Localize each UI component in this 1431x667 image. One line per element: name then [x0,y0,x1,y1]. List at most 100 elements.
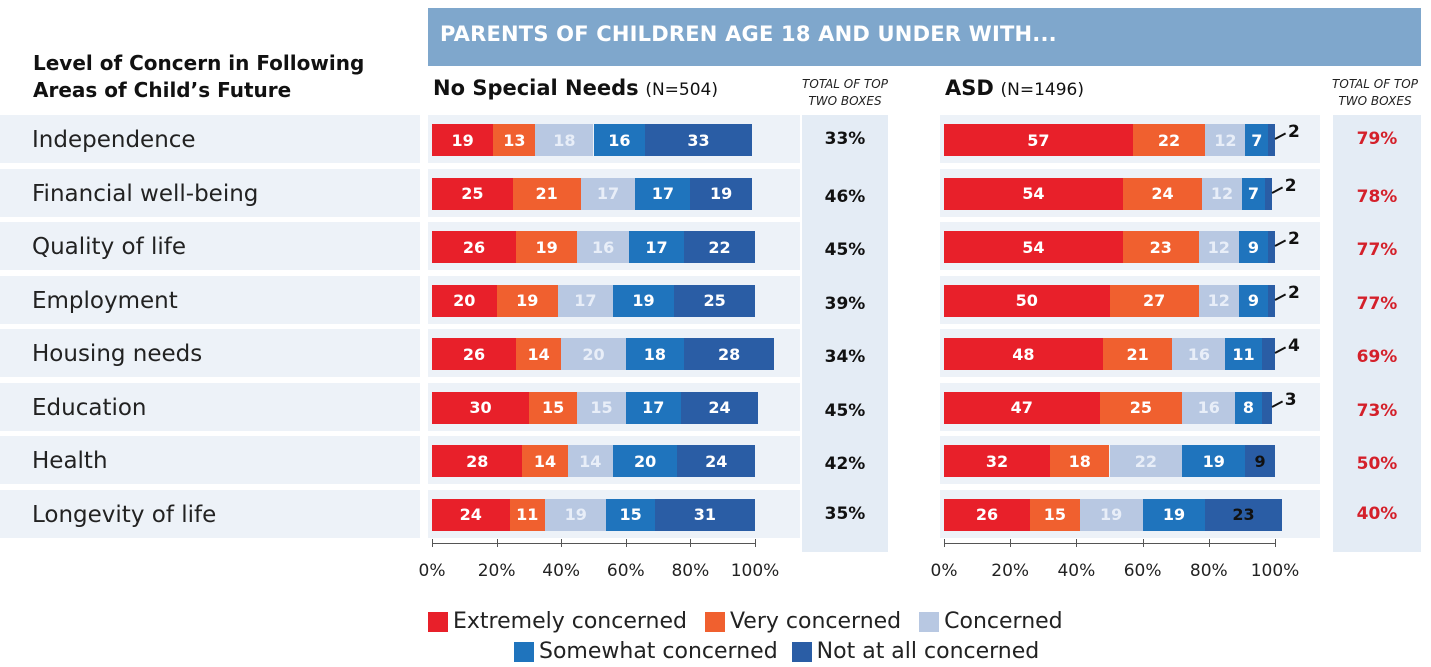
data-label: 22 [1157,130,1181,150]
x-tick-label: 100% [1250,561,1300,581]
data-label: 16 [592,237,615,257]
x-tick-label: 0% [930,561,958,581]
data-label: 54 [1022,237,1045,257]
data-label: 19 [451,130,474,150]
bar-segment: 17 [557,284,613,317]
bar-segment: 20 [561,338,626,370]
x-tick [1142,539,1144,547]
legend-label-extremely: Extremely concerned [453,609,687,634]
data-label: 24 [459,505,482,524]
legend-label-somewhat: Somewhat concerned [539,639,778,664]
panel-title-asd: ASD (N=1496) [945,76,1084,100]
x-tick-label: 100% [730,561,780,581]
total-top-two: 73% [1356,400,1398,421]
bar-segment: 50 [944,284,1110,317]
data-label: 12 [1214,130,1237,150]
panel-title-text: No Special Needs [433,76,639,100]
bar-segment: 32 [944,445,1050,477]
bar-segment: 30 [432,391,529,424]
total-top-two: 77% [1356,293,1398,314]
data-label: 15 [590,398,613,417]
total-top-two: 40% [1356,503,1398,524]
data-label: 20 [582,344,605,364]
data-label: 17 [642,398,665,417]
data-label: 8 [1242,398,1255,417]
data-label: 26 [462,344,486,364]
row-band [0,168,420,217]
data-label: 12 [1207,291,1230,310]
total-header-line1: TOTAL OF TOP [802,77,888,91]
data-label: 23 [1232,505,1255,524]
data-label: 12 [1207,237,1230,257]
bar-segment: 21 [1102,338,1173,370]
row-band [0,275,420,324]
data-label: 19 [1100,505,1123,524]
data-label: 23 [1149,237,1172,257]
bar-segment: 31 [654,498,755,531]
data-label: 50 [1015,291,1038,310]
data-label: 12 [1210,184,1234,203]
total-header-line1: TOTAL OF TOP [1332,77,1418,91]
data-label: 9 [1247,237,1260,257]
totals-column-background-left [802,115,888,552]
bar-segment: 9 [1238,231,1269,263]
data-label: 2 [1288,229,1300,249]
data-label: 33 [687,130,710,150]
bar-segment: 13 [493,124,536,156]
data-label: 19 [632,291,655,310]
bar-segment: 14 [567,445,613,477]
row-axis-title-line2: Areas of Child’s Future [33,78,292,102]
row-band [0,115,420,163]
data-label: 19 [535,237,558,257]
bar-segment: 20 [432,284,497,317]
bar-segment: 15 [606,498,655,531]
row-label: Quality of life [32,234,187,260]
bar-segment: 12 [1198,231,1239,263]
total-top-two: 35% [824,503,866,524]
data-label: 17 [596,184,620,203]
data-label: 9 [1247,291,1260,310]
bar-segment: 19 [612,284,675,317]
data-label: 7 [1247,184,1260,203]
banner-title: PARENTS OF CHILDREN AGE 18 AND UNDER WIT… [440,22,1057,46]
data-label: 22 [1134,451,1158,471]
bar-segment: 11 [509,498,546,531]
data-label: 18 [1068,451,1091,471]
bar-segment: 18 [1049,445,1110,477]
legend-label-very: Very concerned [729,609,902,634]
data-label: 57 [1027,130,1050,150]
row-band [0,222,420,270]
bar-segment [1268,231,1275,263]
legend-row-1: Extremely concerned Very concerned Conce… [428,609,1063,634]
data-label: 17 [651,184,675,203]
bar-segment: 24 [1122,177,1203,210]
data-label: 9 [1254,451,1266,471]
total-top-two: 45% [824,240,866,260]
data-label: 11 [1232,344,1255,364]
row-band [0,489,420,538]
bar-segment: 19 [1182,445,1246,477]
data-label: 24 [708,398,731,417]
bar-segment: 11 [1225,338,1262,370]
bar-segment: 16 [1182,391,1236,424]
row-label: Longevity of life [32,501,217,528]
bar-segment: 20 [612,445,678,477]
bar-segment: 15 [577,391,626,424]
bar-segment: 27 [1109,284,1199,317]
row-label: Education [32,394,147,421]
bar-segment: 24 [680,391,759,424]
bar-segment: 26 [432,338,516,370]
bar-segment: 9 [1238,284,1269,317]
bar-segment: 21 [512,177,581,210]
data-label: 15 [619,505,642,524]
panel-sample-size: (N=504) [645,80,719,100]
x-tick [944,539,945,547]
data-label: 2 [1284,175,1297,196]
bar-segment: 33 [645,124,752,156]
data-label: 4 [1288,336,1300,356]
data-label: 18 [553,130,576,150]
legend-swatch-very [704,611,725,632]
bar-segment: 15 [1030,498,1080,531]
data-label: 17 [574,291,597,310]
bar-segment: 17 [635,177,691,210]
